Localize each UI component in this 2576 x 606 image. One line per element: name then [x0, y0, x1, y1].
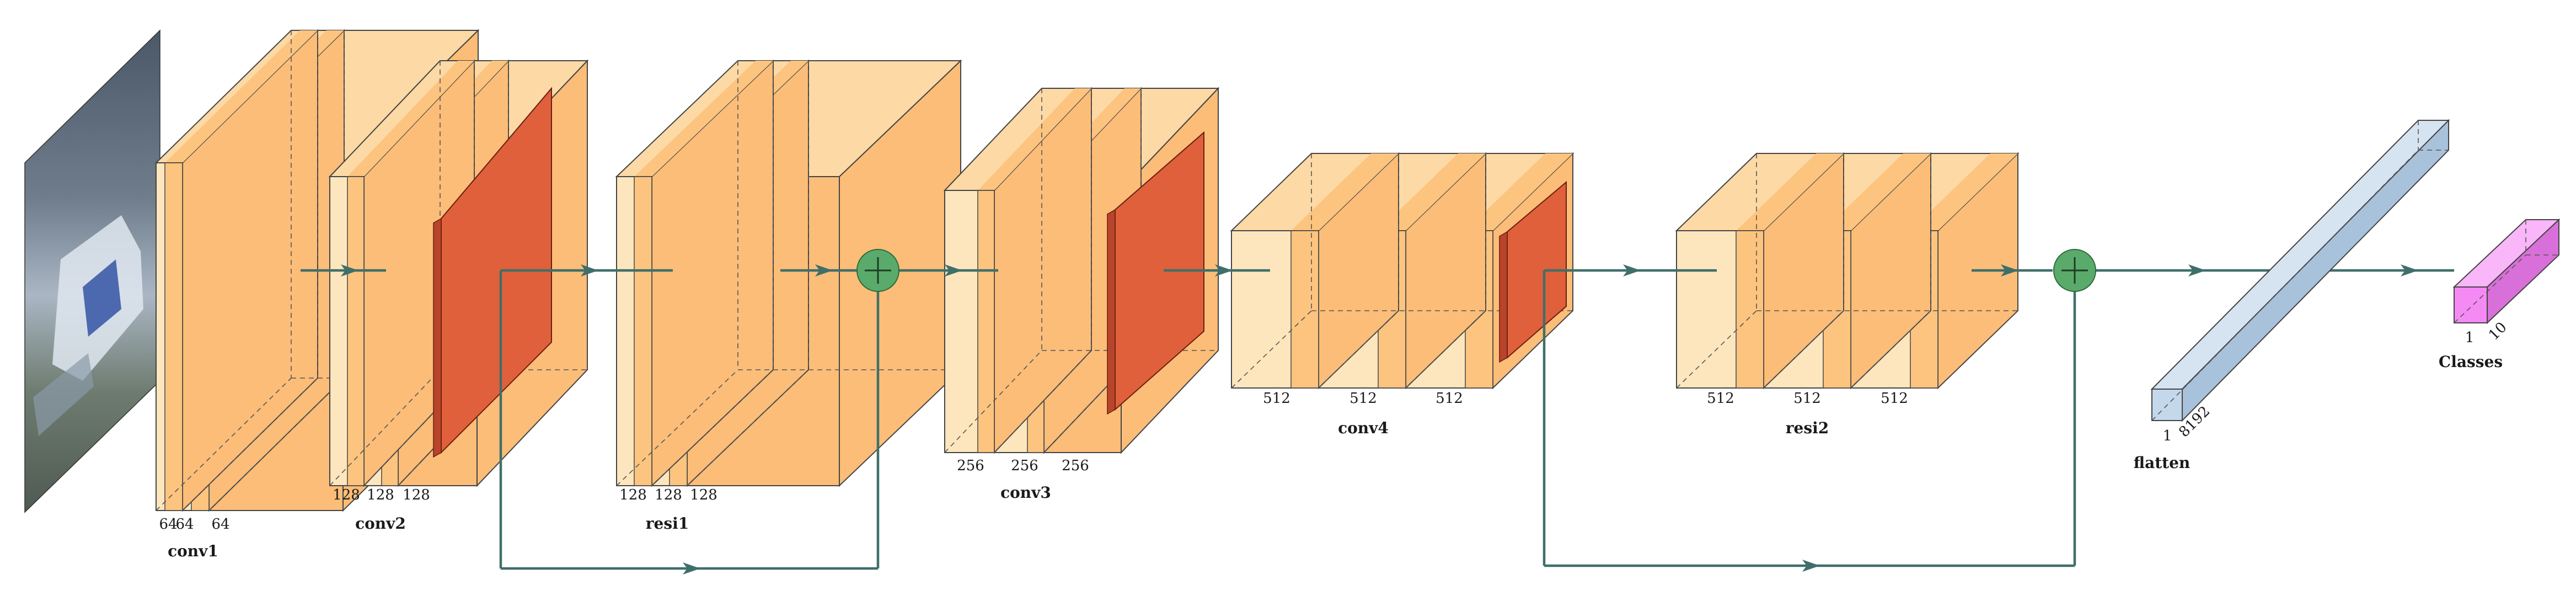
slab-top-band: [1378, 153, 1486, 231]
channel-label: 128: [655, 487, 682, 503]
slab-top-band: [1291, 153, 1399, 231]
arrowhead-icon: [2001, 264, 2018, 277]
classes-layer: [2452, 218, 2561, 325]
block-label-resi2: resi2: [1786, 419, 1829, 437]
channel-label: 128: [619, 487, 647, 503]
hidden-edge: [1405, 310, 1486, 389]
block-resi2: 512 512 512 resi2: [1675, 152, 2020, 437]
channel-label: 128: [403, 487, 430, 503]
feature-slab: [615, 59, 775, 487]
channel-label: 256: [1062, 458, 1089, 474]
flatten-layer: [2150, 119, 2450, 422]
feature-slab: [154, 29, 319, 512]
hidden-edge: [944, 350, 1042, 453]
block-label-conv3: conv3: [1000, 483, 1051, 502]
channel-label: 64: [159, 516, 177, 533]
arrowhead-icon: [683, 562, 700, 575]
slab-band: [164, 162, 183, 511]
slab-top-band: [347, 61, 474, 177]
slab-top-band: [1465, 153, 1573, 231]
hidden-edge: [329, 369, 441, 486]
hidden-edge: [651, 369, 774, 486]
hidden-edge: [994, 350, 1092, 453]
slab-top-band: [978, 88, 1091, 190]
input-image: [24, 29, 160, 513]
slab-top-band: [634, 61, 773, 177]
channel-label: 256: [957, 458, 984, 474]
hidden-edge: [1850, 310, 1931, 389]
channel-label: 512: [1707, 390, 1734, 407]
channel-label: 128: [333, 487, 360, 503]
channel-label: 128: [690, 487, 717, 503]
slab-band: [347, 176, 365, 486]
pooling-layer-edge: [1499, 231, 1508, 363]
feature-slab: [943, 87, 1093, 454]
block-label-conv4: conv4: [1338, 419, 1389, 437]
arrowhead-icon: [581, 264, 598, 277]
slab-top-band: [1736, 153, 1844, 231]
pooling-layer-edge: [1107, 209, 1116, 415]
slab-band: [1736, 230, 1764, 389]
channel-label: 64: [211, 516, 229, 533]
arrowhead-icon: [2401, 264, 2418, 277]
arrowhead-icon: [1215, 264, 1233, 277]
hidden-edge: [687, 369, 809, 486]
channel-label: 512: [1793, 390, 1821, 407]
arrowhead-icon: [341, 264, 358, 277]
block-label-conv2: conv2: [355, 514, 406, 533]
pooling-layer-edge: [433, 217, 442, 458]
slab-band: [1290, 230, 1319, 389]
slab-top-band: [1823, 153, 1931, 231]
classes-dim-label: 1: [2465, 329, 2475, 346]
arrowhead-icon: [815, 264, 833, 277]
flatten-dim-label: 1: [2163, 428, 2172, 444]
slab-band: [634, 176, 652, 486]
arrowhead-icon: [2188, 264, 2206, 277]
hidden-edge: [1763, 310, 1844, 389]
block-label-conv1: conv1: [168, 542, 218, 560]
channel-label: 512: [1349, 390, 1377, 407]
arrowhead-icon: [1623, 264, 1641, 277]
block-conv2: 128 128 128 conv2: [328, 59, 589, 533]
arrowhead-icon: [1802, 560, 1820, 572]
flatten-label: flatten: [2134, 454, 2191, 472]
slab-band: [977, 190, 995, 453]
channel-label: 128: [367, 487, 394, 503]
plus-circle-icon: [856, 249, 899, 292]
feature-slab: [1675, 152, 1845, 390]
classes-label: Classes: [2439, 353, 2503, 371]
arrowhead-icon: [945, 264, 962, 277]
channel-label: 512: [1881, 390, 1908, 407]
channel-label: 64: [175, 516, 194, 533]
feature-slab: [1230, 152, 1400, 390]
plus-circle-icon: [2053, 249, 2096, 292]
block-conv3: 256 256 256 conv3: [943, 87, 1220, 502]
block-conv4: 512 512 512 conv4: [1230, 152, 1574, 437]
hidden-edge: [616, 369, 738, 486]
slab-top-band: [1910, 153, 2018, 231]
channel-label: 256: [1011, 458, 1038, 474]
channel-label: 512: [1263, 390, 1290, 407]
classes-dim-label: 10: [2486, 319, 2510, 344]
channel-label: 512: [1436, 390, 1463, 407]
hidden-edge: [1676, 310, 1757, 389]
hidden-edge: [1231, 310, 1312, 389]
block-label-resi1: resi1: [646, 514, 689, 533]
hidden-edge: [1318, 310, 1399, 389]
slab-top-band: [165, 30, 318, 163]
